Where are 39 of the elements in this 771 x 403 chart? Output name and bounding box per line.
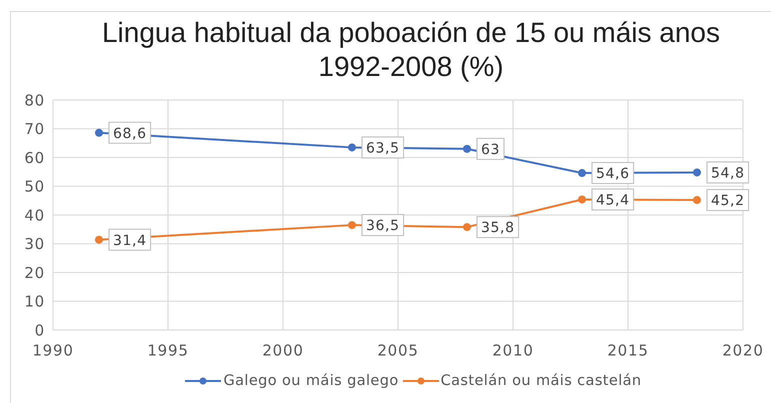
data-label: 63,5 bbox=[366, 140, 400, 156]
y-tick-label: 10 bbox=[24, 292, 45, 311]
x-tick-label: 1990 bbox=[32, 342, 74, 360]
point bbox=[348, 221, 356, 230]
chart-title: Lingua habitual da poboación de 15 ou máis anos 1992-2008 (%) bbox=[100, 16, 722, 84]
data-label: 31,4 bbox=[113, 232, 147, 249]
y-tick-label: 80 bbox=[24, 91, 45, 110]
point bbox=[348, 143, 356, 152]
y-tick-label: 70 bbox=[24, 120, 45, 138]
point bbox=[463, 223, 471, 232]
point bbox=[95, 236, 103, 244]
point bbox=[95, 128, 103, 137]
y-tick-label: 30 bbox=[24, 235, 45, 254]
data-label: 68,6 bbox=[113, 126, 147, 142]
point bbox=[693, 168, 701, 176]
point bbox=[578, 195, 586, 204]
data-label: 63 bbox=[481, 142, 500, 158]
data-label: 54,8 bbox=[711, 165, 745, 182]
x-tick-label: 2020 bbox=[722, 342, 764, 360]
data-label: 36,5 bbox=[366, 218, 400, 234]
legend-label: Galego ou máis galego bbox=[223, 372, 399, 391]
point bbox=[693, 196, 701, 204]
data-label: 54,6 bbox=[596, 166, 630, 182]
point bbox=[463, 144, 471, 153]
y-tick-label: 40 bbox=[24, 206, 45, 224]
x-tick-label: 2005 bbox=[377, 342, 419, 360]
y-tick-label: 60 bbox=[24, 148, 45, 167]
y-tick-label: 20 bbox=[24, 264, 45, 282]
point bbox=[578, 169, 586, 178]
y-tick-label: 0 bbox=[34, 321, 45, 340]
data-label: 45,4 bbox=[596, 192, 630, 209]
x-tick-label: 1995 bbox=[147, 342, 189, 360]
legend-label: Castelán ou máis castelán bbox=[440, 372, 642, 391]
data-label: 35,8 bbox=[481, 220, 515, 236]
x-tick-label: 2010 bbox=[492, 342, 534, 360]
data-label: 45,2 bbox=[711, 193, 745, 210]
x-tick-label: 2015 bbox=[607, 342, 649, 360]
x-tick-label: 2000 bbox=[262, 342, 304, 360]
y-tick-label: 50 bbox=[24, 178, 45, 196]
